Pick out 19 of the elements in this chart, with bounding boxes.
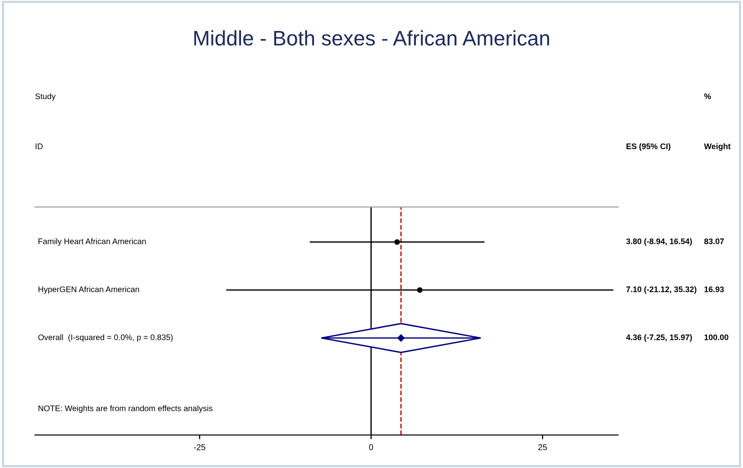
text: Weight bbox=[704, 143, 731, 151]
y-tick-label: HyperGEN African American bbox=[38, 286, 140, 294]
y-tick-label: Overall (I-squared = 0.0%, p = 0.835) bbox=[38, 334, 173, 342]
text: 16.93 bbox=[704, 286, 724, 292]
text: 4.36 (-7.25, 15.97) bbox=[626, 334, 692, 342]
text: NOTE: Weights are from random effects analysis bbox=[38, 405, 212, 413]
text: 7.10 (-21.12, 35.32) bbox=[626, 286, 696, 294]
x-tick-label: 0 bbox=[369, 444, 374, 450]
text: ID bbox=[36, 144, 43, 150]
text: 3.80 (-8.94, 16.54) bbox=[626, 238, 692, 246]
text: 83.07 bbox=[704, 238, 724, 244]
text: 100.00 bbox=[704, 334, 728, 340]
text: ES (95% CI) bbox=[626, 143, 670, 151]
x-tick-label: 25 bbox=[538, 444, 547, 450]
x-tick-label: -25 bbox=[194, 444, 206, 450]
y-tick-label: Family Heart African American bbox=[38, 238, 146, 246]
text: Study bbox=[35, 93, 56, 101]
chart-title: Middle - Both sexes - African American bbox=[194, 30, 550, 46]
text: % bbox=[704, 93, 711, 100]
